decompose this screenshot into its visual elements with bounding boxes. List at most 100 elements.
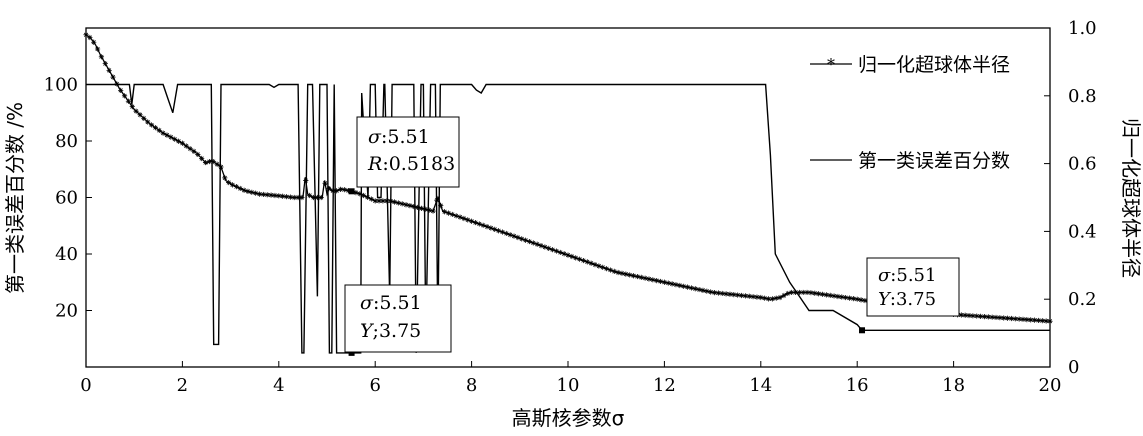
x-tick-label: 16 [846,375,869,396]
radius-marker [1043,318,1049,324]
radius-marker [295,194,301,201]
x-tick-label: 6 [369,375,380,396]
radius-marker [769,296,775,302]
radius-marker [287,194,293,200]
radius-marker [160,130,166,136]
radius-marker [310,194,317,201]
radius-marker [522,237,529,243]
radius-marker [511,233,517,239]
radius-marker [148,122,155,128]
radius-marker [145,119,151,125]
radius-marker [515,234,521,241]
radius-marker [361,192,367,199]
radius-marker [87,34,93,41]
radius-marker [253,190,259,196]
x-tick-label: 14 [749,375,772,396]
radius-marker [411,203,417,210]
radius-marker [1008,315,1015,322]
radius-marker [993,314,999,321]
radius-marker [588,260,594,266]
x-tick-label: 0 [80,375,91,396]
radius-marker [634,273,641,280]
radius-marker [596,263,602,269]
radius-marker [415,204,421,211]
radius-marker [280,193,286,199]
radius-marker [442,209,448,215]
annotation-2-line2: Y;3.75 [360,320,421,342]
radius-marker [222,175,228,181]
radius-marker [981,314,988,320]
radius-marker [337,186,344,192]
y-axis-left: 20 40 60 80 100 [44,75,92,322]
annotation-1-line2: R:0.5183 [367,153,455,175]
annotation-3: σ:5.51 Y:3.75 [866,257,960,317]
radius-marker [765,296,772,302]
radius-marker [700,287,706,293]
radius-marker [746,293,752,299]
radius-marker [133,108,139,114]
radius-marker [183,143,189,149]
radius-marker [1016,316,1022,322]
radius-marker [1047,318,1053,324]
radius-marker [141,115,147,121]
annotation-point-2 [348,349,355,356]
radius-marker [673,282,679,288]
radius-marker [816,291,822,297]
x-tick-label: 8 [466,375,477,396]
radius-marker [742,293,748,299]
radius-marker [102,60,108,67]
radius-marker [800,289,806,296]
radius-marker [669,281,675,287]
radius-marker [175,138,182,144]
radius-marker [534,241,540,247]
radius-marker [985,314,991,320]
radius-marker [256,191,263,197]
radius-marker [846,295,853,301]
radius-marker [214,161,220,167]
annotation-1-box [356,116,460,188]
radius-marker [708,289,714,295]
radius-marker [526,238,533,245]
radius-marker [399,201,405,207]
radius-marker [195,151,201,158]
legend-label-radius: 归一化超球体半径 [858,54,1010,76]
radius-marker [569,253,575,260]
radius-marker [789,289,795,296]
radius-marker [291,194,297,201]
radius-marker [519,236,525,242]
radius-marker [91,39,97,45]
radius-marker [118,87,124,93]
radius-marker [750,294,756,300]
radius-marker [303,177,309,184]
radius-marker [858,297,864,303]
radius-marker [627,272,633,278]
radius-marker [977,313,984,319]
radius-marker [202,159,209,166]
radius-marker [615,269,621,276]
radius-marker [368,196,374,202]
radius-marker [1012,316,1018,322]
radius-marker [823,292,829,298]
radius-marker [210,158,216,165]
radius-marker [688,285,694,291]
radius-marker [276,193,282,199]
radius-marker [94,46,101,52]
radius-marker [156,127,162,133]
radius-marker [1035,317,1042,324]
radius-marker [322,180,328,186]
radius-marker [723,291,729,297]
radius-marker [600,264,606,270]
radius-marker [777,294,783,301]
radius-marker [260,191,266,198]
radius-marker [1001,315,1007,321]
radius-marker [646,276,652,282]
radius-marker [426,207,432,213]
radius-marker [831,293,837,299]
radius-marker [654,278,660,284]
radius-marker [580,257,587,264]
radius-marker [584,259,590,265]
radius-marker [781,292,787,299]
radius-marker [364,194,371,200]
radius-marker [738,292,745,299]
radius-marker [264,192,270,198]
